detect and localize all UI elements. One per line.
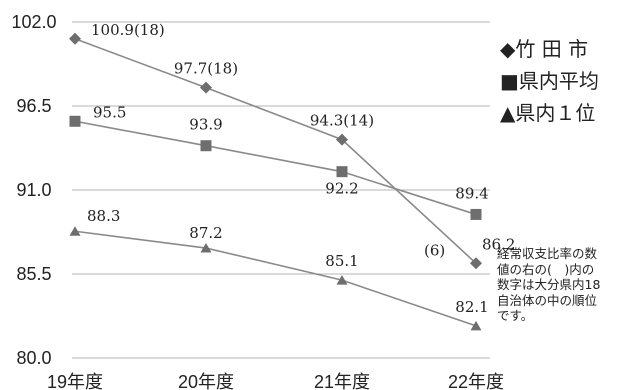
data-label: 86.2 — [482, 235, 515, 253]
data-label: 95.5 — [93, 103, 126, 121]
y-tick-label: 96.5 — [16, 96, 51, 116]
chart-annotation: 経常収支比率の数 値の右の( )内の 数字は大分県内18 自治体の中の順位 です… — [497, 246, 601, 323]
data-label: 89.4 — [455, 184, 488, 202]
x-tick-label: 22年度 — [448, 372, 504, 390]
data-label: 93.9 — [189, 116, 222, 134]
triangle-marker — [336, 275, 348, 285]
series-line — [74, 38, 477, 264]
data-label: 92.2 — [325, 180, 358, 198]
square-marker — [336, 166, 348, 178]
data-labels-group: 100.9(18) 97.7(18) 94.3(14) 86.2 (6) 95.5 93.9… — [87, 21, 515, 316]
triangle-marker — [69, 226, 81, 236]
y-tick-label: 85.5 — [16, 264, 51, 284]
legend-entry: ◆竹 田 市 — [500, 37, 588, 61]
data-label: 100.9(18) — [91, 21, 165, 39]
triangle-marker — [470, 320, 482, 331]
y-tick-label: 102.0 — [11, 12, 56, 32]
series-line — [74, 230, 477, 327]
x-tick-label: 21年度 — [314, 372, 370, 390]
data-label: 82.1 — [455, 298, 488, 316]
square-marker — [200, 140, 212, 152]
diamond-marker — [200, 81, 212, 94]
data-label: 87.2 — [189, 224, 222, 242]
square-marker — [69, 115, 81, 127]
diamond-marker — [336, 133, 348, 146]
data-label: 85.1 — [325, 252, 358, 270]
y-tick-label: 80.0 — [16, 348, 51, 368]
triangle-marker — [200, 243, 212, 253]
diamond-marker — [69, 32, 81, 45]
x-tick-label: 19年度 — [47, 372, 103, 390]
rank-label: (6) — [424, 241, 445, 259]
legend-entry: ■県内平均 — [500, 69, 599, 93]
y-tick-label: 91.0 — [16, 180, 51, 200]
x-axis-ticks: 19年度 20年度 21年度 22年度 — [47, 372, 504, 390]
series-line — [74, 120, 477, 216]
data-label: 94.3(14) — [310, 112, 374, 130]
data-label: 88.3 — [87, 207, 120, 225]
square-marker — [470, 208, 482, 220]
data-label: 97.7(18) — [174, 60, 238, 78]
x-tick-label: 20年度 — [178, 372, 234, 390]
y-axis-ticks: 102.0 96.5 91.0 85.5 80.0 — [11, 12, 56, 368]
legend: ◆竹 田 市 ■県内平均 ▲県内１位 — [500, 37, 599, 125]
legend-entry: ▲県内１位 — [500, 101, 595, 125]
series-group — [69, 32, 482, 331]
diamond-marker — [470, 257, 482, 270]
grid-lines — [72, 21, 490, 359]
